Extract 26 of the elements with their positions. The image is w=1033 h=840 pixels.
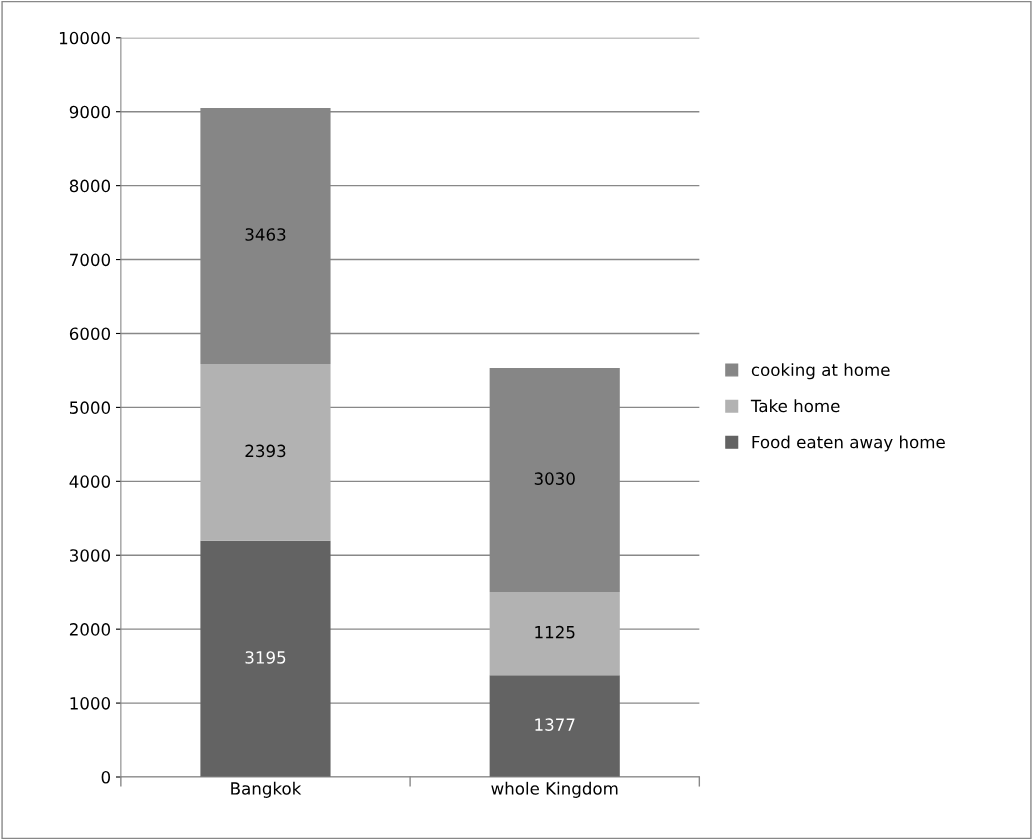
x-tick-label: whole Kingdom [491, 781, 618, 798]
y-tick-label: 2000 [69, 623, 111, 636]
legend-label: Food eaten away home [752, 435, 945, 452]
data-label: 3463 [245, 228, 286, 241]
y-tick-label: 9000 [69, 105, 111, 119]
legend-label: Take home [750, 399, 840, 413]
bar [489, 675, 620, 777]
legend-label: cooking at home [751, 363, 890, 380]
data-label: 1377 [535, 718, 575, 731]
bar [489, 592, 620, 676]
y-tick-label: 8000 [69, 179, 111, 193]
y-tick-label: 6000 [69, 327, 111, 341]
y-tick-label: 1000 [70, 697, 111, 710]
data-label: 1125 [535, 625, 575, 639]
bar [200, 363, 331, 541]
y-tick-label: 4000 [69, 475, 111, 488]
data-label: 3030 [534, 472, 575, 485]
data-label: 3195 [245, 651, 286, 664]
y-tick-label: 5000 [70, 401, 111, 414]
bar [200, 540, 331, 777]
y-tick-label: 7000 [70, 253, 111, 267]
y-tick-label: 0 [101, 770, 111, 784]
y-tick-label: 3000 [69, 549, 111, 562]
y-tick-label: 10000 [59, 31, 111, 45]
x-tick-label: Bangkok [231, 781, 302, 798]
data-label: 2393 [245, 444, 286, 458]
